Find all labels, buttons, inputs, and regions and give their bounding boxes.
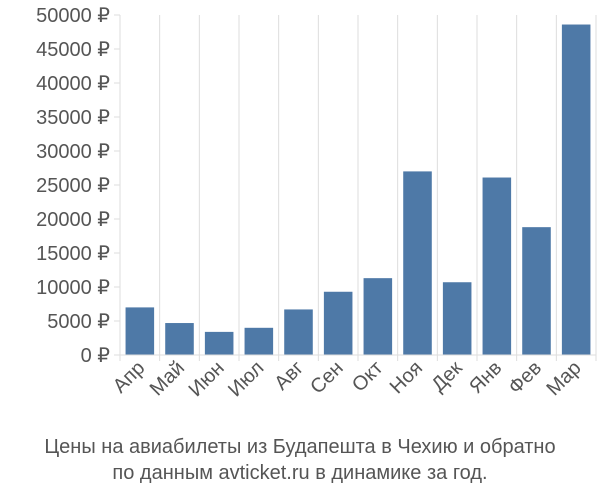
grid-layer — [119, 15, 597, 361]
bar — [442, 282, 472, 355]
x-tick-label: Апр — [109, 357, 150, 398]
x-tick-label: Окт — [348, 357, 387, 396]
y-tick-label: 20000 ₽ — [36, 209, 110, 231]
x-tick-label: Мар — [542, 357, 585, 400]
y-tick-label: 10000 ₽ — [36, 277, 110, 299]
y-tick-label: 0 ₽ — [81, 345, 111, 367]
x-tick-label: Июн — [185, 357, 229, 401]
axis-layer — [114, 14, 596, 356]
y-tick-labels: 0 ₽ 5000 ₽ 10000 ₽ 15000 ₽ 20000 ₽ 25000 ₽ 300… — [36, 5, 110, 367]
bar — [244, 327, 274, 355]
bar-layer — [125, 24, 591, 356]
y-tick-label: 5000 ₽ — [47, 311, 110, 333]
x-tick-label: Июл — [224, 357, 268, 401]
x-tick-label: Фев — [504, 357, 546, 399]
chart-caption-line-2: по данным avticket.ru в динамике за год. — [112, 462, 488, 484]
y-tick-label: 40000 ₽ — [36, 73, 110, 95]
x-tick-label: Ноя — [386, 357, 427, 398]
bar-chart: 0 ₽ 5000 ₽ 10000 ₽ 15000 ₽ 20000 ₽ 25000 ₽ 300… — [36, 5, 597, 401]
bar — [522, 227, 551, 355]
bar — [363, 278, 393, 355]
bar — [165, 323, 194, 355]
bar — [125, 307, 155, 355]
y-tick-label: 30000 ₽ — [36, 141, 110, 163]
x-tick-label: Май — [146, 357, 189, 400]
bar — [403, 171, 432, 355]
chart-caption-line-1: Цены на авиабилеты из Будапешта в Чехию … — [44, 436, 556, 458]
bar — [323, 291, 353, 355]
x-tick-label: Сен — [306, 357, 347, 398]
bar — [561, 24, 591, 356]
x-tick-label: Дек — [428, 357, 467, 396]
y-tick-label: 35000 ₽ — [36, 107, 110, 129]
x-tick-label: Янв — [465, 357, 506, 398]
y-tick-label: 45000 ₽ — [36, 39, 110, 61]
bar — [284, 309, 313, 355]
y-tick-label: 15000 ₽ — [36, 243, 110, 265]
y-tick-label: 50000 ₽ — [36, 5, 110, 27]
bar — [482, 177, 512, 355]
bar — [204, 331, 234, 355]
y-tick-label: 25000 ₽ — [36, 175, 110, 197]
x-tick-label: Авг — [270, 357, 308, 395]
